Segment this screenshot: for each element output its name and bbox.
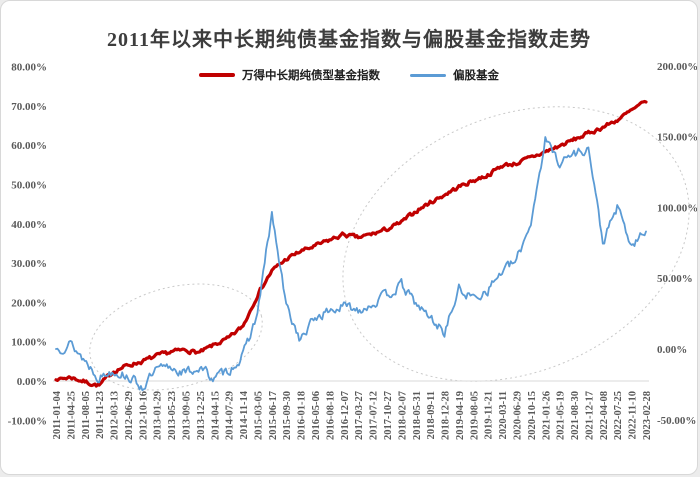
x-axis-tick-label: 2018-09-11 xyxy=(426,391,437,439)
chart-title: 2011年以来中长期纯债基金指数与偏股基金指数走势 xyxy=(107,29,591,51)
legend: 万得中长期纯债型基金指数 偏股基金 xyxy=(1,67,697,83)
x-axis-tick-label: 2013-09-05 xyxy=(182,391,193,440)
left-axis-tick-label: 20.00% xyxy=(11,297,47,309)
x-axis-tick-label: 2012-10-16 xyxy=(138,391,149,440)
x-axis-tick-label: 2018-02-07 xyxy=(397,391,408,440)
right-axis-tick-label: 50.00% xyxy=(657,273,693,285)
legend-label-equity: 偏股基金 xyxy=(453,70,499,82)
left-axis-tick-label: 80.00% xyxy=(11,62,47,74)
x-axis-tick-label: 2013-05-23 xyxy=(167,391,178,440)
x-axis-tick-label: 2020-06-29 xyxy=(512,391,523,440)
x-axis-tick-label: 2023-02-28 xyxy=(642,391,653,440)
left-axis-tick-label: -10.00% xyxy=(8,415,47,427)
x-axis-tick-label: 2022-11-10 xyxy=(628,391,639,439)
x-axis-tick-label: 2014-07-29 xyxy=(225,391,236,440)
x-axis-tick-label: 2015-03-05 xyxy=(253,391,264,440)
x-axis-tick-label: 2016-12-07 xyxy=(340,391,351,440)
x-axis-tick-label: 2018-12-28 xyxy=(441,391,452,440)
x-axis-tick-label: 2015-09-30 xyxy=(282,391,293,440)
x-axis-tick-label: 2015-06-17 xyxy=(268,391,279,440)
annotation-ellipse xyxy=(342,106,690,382)
x-axis-tick-label: 2019-08-05 xyxy=(469,391,480,440)
bond-line-swatch-icon xyxy=(199,73,235,77)
x-axis-tick-label: 2021-05-19 xyxy=(556,391,567,440)
right-axis-tick-label: -50.00% xyxy=(657,415,696,427)
x-axis-tick-label: 2022-04-08 xyxy=(599,391,610,440)
x-axis-tick-label: 2021-12-17 xyxy=(584,391,595,440)
left-axis-tick-label: 70.00% xyxy=(11,101,47,113)
x-axis-tick-label: 2011-01-04 xyxy=(52,390,63,439)
x-axis-tick-label: 2019-04-19 xyxy=(455,391,466,440)
left-axis-tick-label: 0.00% xyxy=(17,376,47,388)
x-axis-tick-label: 2014-04-15 xyxy=(210,391,221,440)
right-axis-tick-label: 200.00% xyxy=(657,61,698,73)
x-axis-tick-label: 2021-01-26 xyxy=(541,391,552,440)
x-axis-tick-label: 2017-03-27 xyxy=(354,391,365,440)
right-axis-tick-label: 150.00% xyxy=(657,132,698,144)
equity-line-swatch-icon xyxy=(410,73,446,77)
bond-index-line xyxy=(54,99,648,388)
x-axis-tick-label: 2013-01-29 xyxy=(153,391,164,440)
legend-item-equity-fund: 偏股基金 xyxy=(410,67,499,83)
x-axis-tick-label: 2012-03-13 xyxy=(110,391,121,440)
equity-fund-line xyxy=(55,136,647,392)
right-axis-tick-label: 0.00% xyxy=(657,344,687,356)
right-axis-tick-label: 100.00% xyxy=(657,202,698,214)
x-axis-tick-label: 2016-08-18 xyxy=(325,391,336,440)
left-axis-tick-label: 50.00% xyxy=(11,180,47,192)
left-axis-tick-label: 40.00% xyxy=(11,219,47,231)
annotation-ellipse xyxy=(89,283,263,391)
x-axis-tick-label: 2019-11-21 xyxy=(484,391,495,439)
legend-label-bond: 万得中长期纯债型基金指数 xyxy=(242,70,380,82)
left-axis-tick-label: 30.00% xyxy=(11,258,47,270)
x-axis-tick-label: 2020-03-11 xyxy=(498,391,509,439)
x-axis-tick-label: 2017-07-12 xyxy=(369,391,380,440)
x-axis-tick-label: 2018-05-31 xyxy=(412,391,423,440)
left-axis-tick-label: 60.00% xyxy=(11,140,47,152)
left-axis-tick-label: 10.00% xyxy=(11,337,47,349)
x-axis-tick-label: 2016-01-18 xyxy=(297,391,308,440)
x-axis-tick-label: 2017-10-27 xyxy=(383,391,394,440)
x-axis-tick-label: 2021-08-30 xyxy=(570,391,581,440)
x-axis-tick-label: 2011-08-05 xyxy=(81,391,92,439)
x-axis-tick-label: 2014-11-14 xyxy=(239,390,250,439)
x-axis-tick-label: 2011-04-25 xyxy=(66,391,77,439)
x-axis-tick-label: 2012-06-29 xyxy=(124,391,135,440)
x-axis-tick-label: 2022-07-25 xyxy=(613,391,624,440)
x-axis-tick-label: 2020-10-15 xyxy=(527,391,538,440)
x-axis-tick-label: 2011-11-23 xyxy=(95,391,106,439)
x-axis-tick-label: 2013-12-25 xyxy=(196,391,207,440)
legend-item-bond-index: 万得中长期纯债型基金指数 xyxy=(199,67,380,83)
x-axis-tick-label: 2016-05-06 xyxy=(311,391,322,440)
